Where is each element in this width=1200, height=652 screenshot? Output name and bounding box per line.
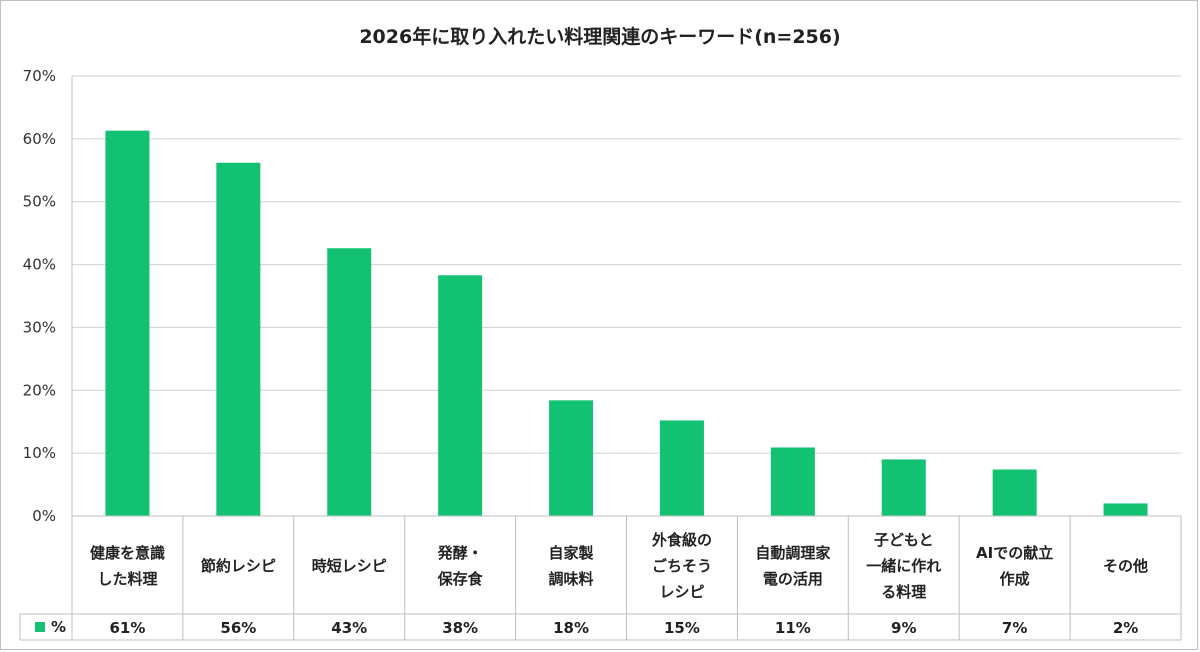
y-tick-label: 40%	[23, 256, 56, 274]
category-label: AIでの献立	[976, 544, 1053, 562]
bar	[881, 459, 926, 516]
category-label: 節約レシピ	[201, 557, 276, 575]
bar	[327, 248, 372, 516]
y-tick-label: 0%	[32, 507, 56, 525]
category-label: 一緒に作れ	[866, 557, 941, 575]
legend-swatch	[35, 622, 45, 632]
data-label: 15%	[664, 619, 700, 637]
data-label: 56%	[220, 619, 256, 637]
category-label: 外食級の	[651, 531, 712, 549]
data-label: 9%	[891, 619, 916, 637]
y-tick-label: 10%	[23, 444, 56, 462]
bar	[1103, 503, 1148, 516]
category-label: 電の活用	[763, 570, 823, 588]
category-label: る料理	[881, 583, 926, 601]
data-label: 18%	[553, 619, 589, 637]
chart-title: 2026年に取り入れたい料理関連のキーワード(n=256)	[359, 26, 841, 48]
data-label: 2%	[1113, 619, 1138, 637]
bar	[992, 469, 1037, 516]
y-tick-label: 70%	[23, 67, 56, 85]
category-label: 自動調理家	[755, 544, 830, 562]
category-label: 発酵・	[437, 544, 483, 562]
bar	[216, 162, 261, 516]
category-label: 子どもと	[874, 531, 934, 549]
data-label: 11%	[775, 619, 811, 637]
data-label: 43%	[331, 619, 367, 637]
y-tick-label: 60%	[23, 130, 56, 148]
category-label: 保存食	[437, 570, 484, 588]
y-tick-label: 20%	[23, 381, 56, 399]
y-tick-label: 30%	[23, 318, 56, 336]
bar	[770, 447, 815, 516]
data-label: 61%	[109, 619, 145, 637]
category-label: 調味料	[549, 570, 594, 588]
category-label: 時短レシピ	[312, 557, 387, 575]
legend-label: %	[51, 618, 66, 636]
bar	[659, 420, 704, 516]
y-tick-label: 50%	[23, 193, 56, 211]
category-label: ごちそう	[652, 557, 712, 575]
data-label: 7%	[1002, 619, 1027, 637]
category-label: した料理	[97, 570, 157, 588]
category-label: 健康を意識	[90, 544, 165, 562]
category-label: その他	[1103, 557, 1148, 575]
category-label: 作成	[1000, 570, 1030, 588]
bar	[105, 130, 150, 516]
category-label: 自家製	[549, 544, 594, 562]
bar	[438, 275, 483, 516]
data-label: 38%	[442, 619, 478, 637]
bar	[549, 400, 594, 516]
category-label: レシピ	[659, 583, 704, 601]
